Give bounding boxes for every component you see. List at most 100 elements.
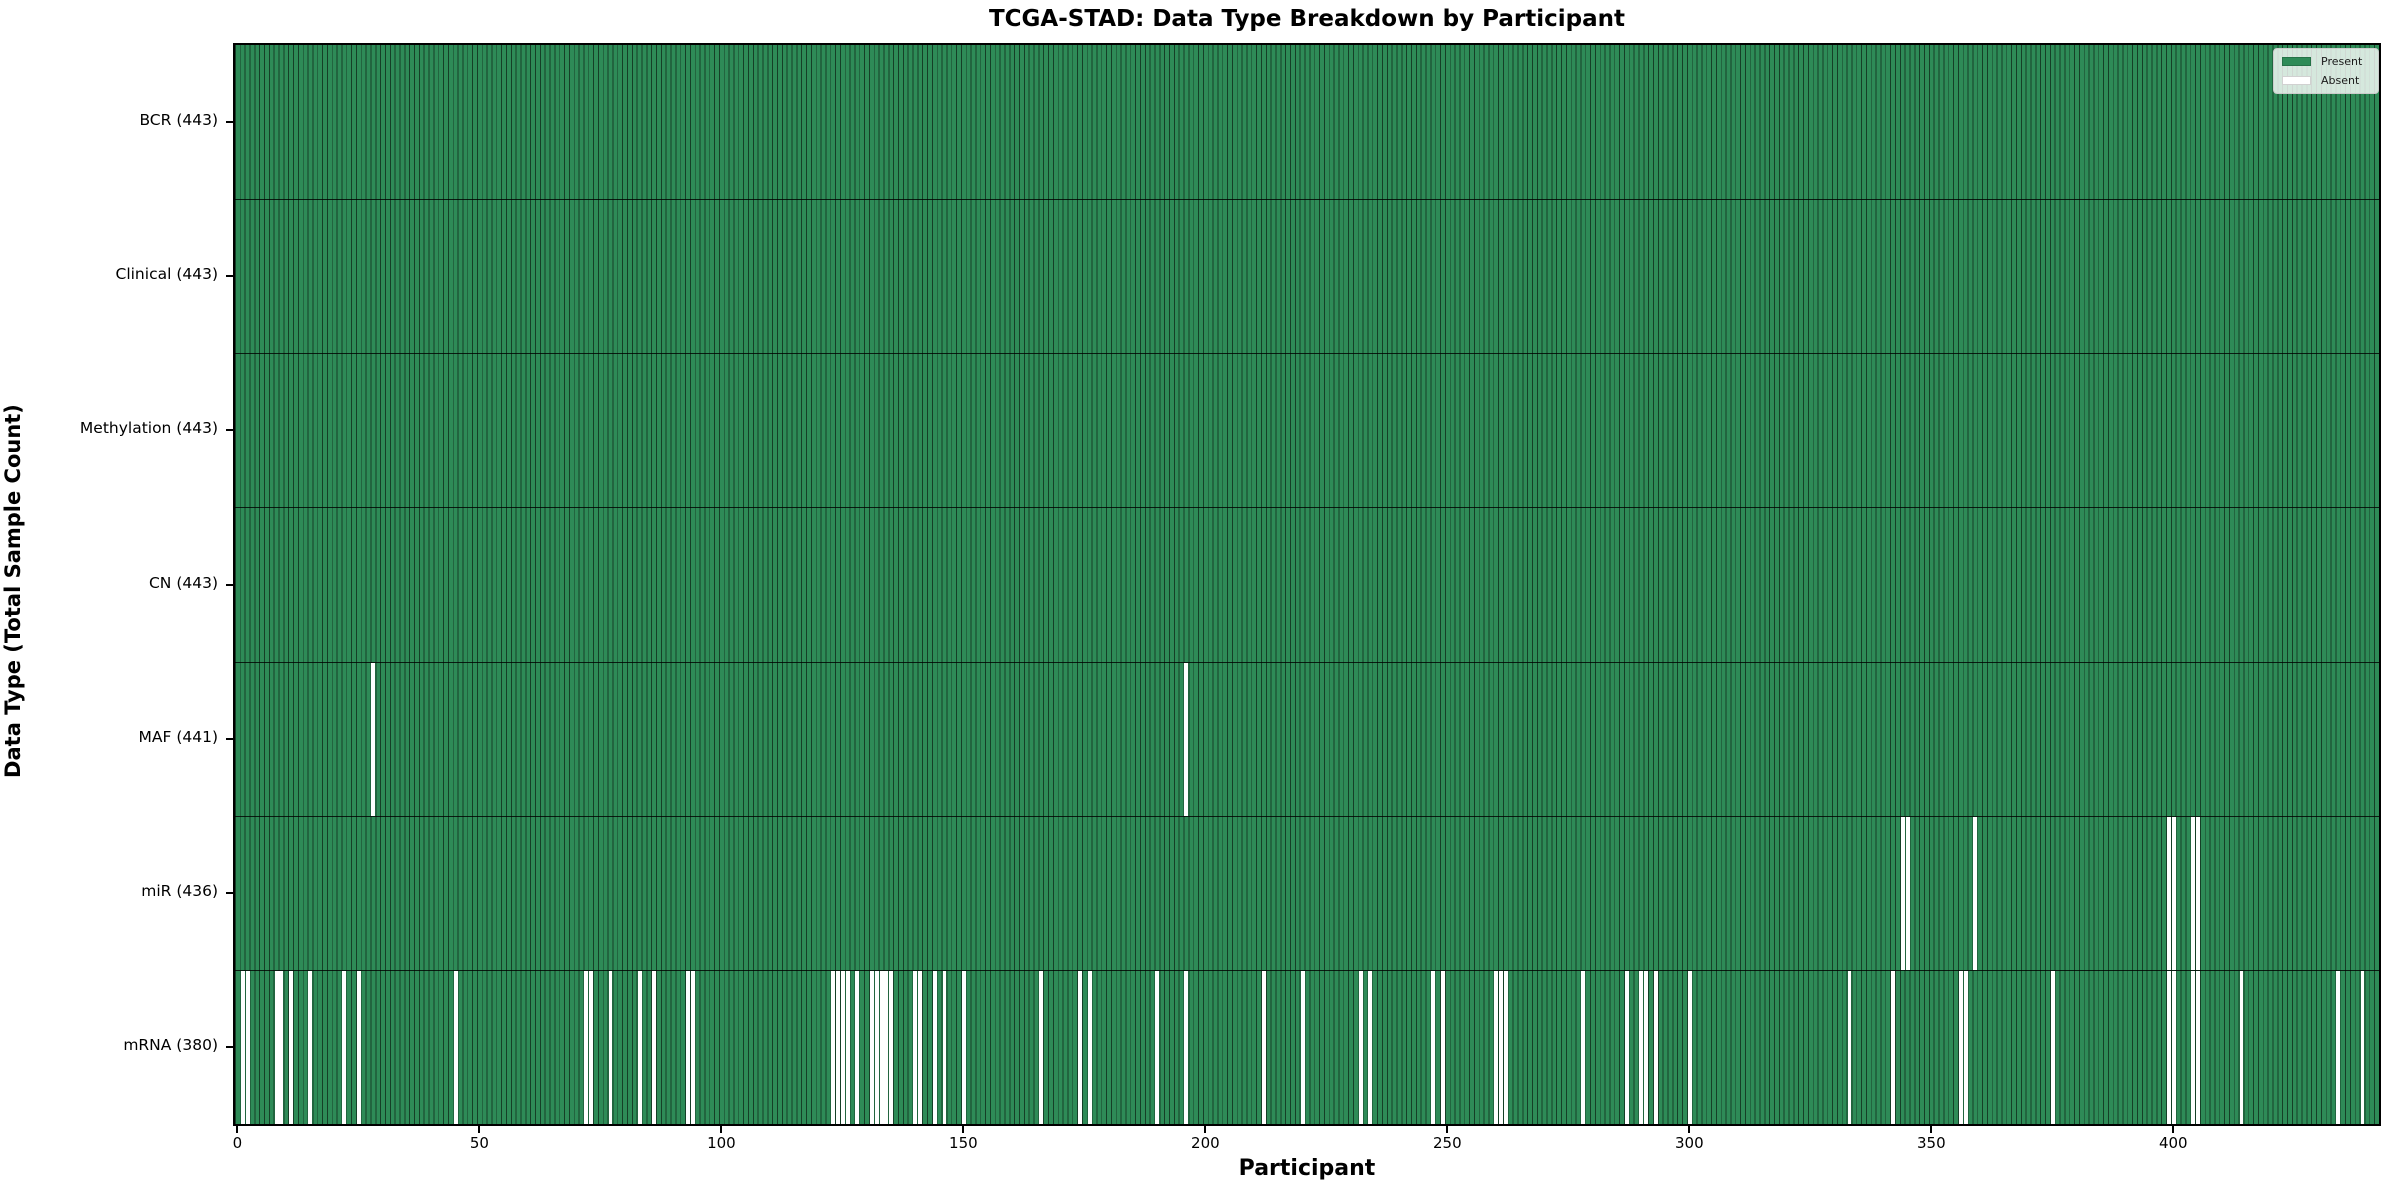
y-tick-mark: [226, 891, 233, 894]
absent-stripe: [652, 970, 657, 1124]
absent-stripe: [2166, 970, 2171, 1124]
y-tick-mark: [226, 275, 233, 278]
x-tick-mark: [1446, 1126, 1449, 1133]
absent-stripe: [1184, 662, 1189, 816]
absent-stripe: [1078, 970, 1082, 1124]
absent-stripe: [831, 970, 836, 1124]
absent-stripe: [1494, 970, 1499, 1124]
absent-stripe: [1847, 970, 1852, 1124]
absent-stripe: [584, 970, 589, 1124]
y-tick-mark: [226, 583, 233, 586]
absent-stripe: [1581, 970, 1586, 1124]
absent-stripe: [342, 970, 347, 1124]
absent-stripe: [942, 970, 947, 1124]
absent-stripe: [913, 970, 918, 1124]
absent-stripe: [608, 970, 613, 1124]
absent-stripe: [918, 970, 923, 1124]
absent-stripe: [356, 970, 361, 1124]
absent-stripe: [2360, 970, 2365, 1124]
absent-stripe: [961, 970, 966, 1124]
absent-stripe: [1905, 816, 1910, 970]
y-tick-label-maf: MAF (441): [138, 727, 219, 746]
absent-stripe: [1431, 970, 1436, 1124]
absent-stripe: [845, 970, 850, 1124]
absent-stripe: [371, 662, 376, 816]
x-tick-label-300: 300: [1675, 1134, 1704, 1152]
absent-stripe: [836, 970, 840, 1124]
absent-stripe: [690, 970, 695, 1124]
row-clinical: [235, 199, 2379, 354]
absent-stripe: [1039, 970, 1044, 1124]
legend: Present Absent: [2273, 48, 2379, 94]
absent-stripe: [1653, 970, 1658, 1124]
absent-stripe: [1958, 970, 1963, 1124]
absent-stripe: [1963, 970, 1968, 1124]
x-tick-label-200: 200: [1191, 1134, 1220, 1152]
x-tick-mark: [478, 1126, 481, 1133]
absent-stripe: [840, 970, 845, 1124]
absent-stripe: [1900, 816, 1905, 970]
absent-stripe: [1358, 970, 1363, 1124]
absent-stripe: [2050, 970, 2055, 1124]
x-tick-label-150: 150: [949, 1134, 978, 1152]
y-tick-label-clinical: Clinical (443): [115, 265, 219, 284]
x-tick-mark: [236, 1126, 239, 1133]
absent-stripe: [1503, 970, 1508, 1124]
absent-stripe: [240, 970, 245, 1124]
absent-stripe: [2191, 816, 2196, 970]
absent-stripe: [2191, 970, 2196, 1124]
absent-stripe: [685, 970, 690, 1124]
absent-stripe: [1184, 970, 1189, 1124]
absent-stripe: [932, 970, 937, 1124]
y-tick-label-cn: CN (443): [148, 573, 218, 592]
legend-item-absent: Absent: [2282, 74, 2370, 87]
y-tick-label-mrna: mRNA (380): [123, 1035, 218, 1054]
absent-stripe: [855, 970, 860, 1124]
x-tick-label-100: 100: [707, 1134, 736, 1152]
y-tick-mark: [226, 429, 233, 432]
absent-stripe: [308, 970, 313, 1124]
row-methylation: [235, 353, 2379, 508]
row-mir: [235, 815, 2379, 970]
absent-stripe: [1639, 970, 1644, 1124]
absent-stripe: [1087, 970, 1092, 1124]
absent-stripe: [637, 970, 642, 1124]
absent-stripe: [1261, 970, 1266, 1124]
absent-stripe: [2336, 970, 2341, 1124]
x-tick-mark: [1930, 1126, 1933, 1133]
absent-stripe: [2171, 970, 2176, 1124]
row-mrna: [235, 969, 2379, 1124]
row-bcr: [235, 45, 2379, 200]
x-axis-label: Participant: [1238, 1156, 1376, 1181]
y-tick-label-methylation: Methylation (443): [79, 419, 218, 438]
absent-stripe: [1499, 970, 1503, 1124]
x-tick-mark: [720, 1126, 723, 1133]
absent-stripe: [2195, 970, 2200, 1124]
chart-title: TCGA-STAD: Data Type Breakdown by Partic…: [988, 6, 1625, 32]
x-tick-label-250: 250: [1433, 1134, 1462, 1152]
y-tick-label-bcr: BCR (443): [139, 111, 218, 130]
absent-stripe: [2171, 816, 2176, 970]
y-tick-label-mir: miR (436): [141, 881, 218, 900]
absent-stripe: [1368, 970, 1373, 1124]
absent-stripe: [1155, 970, 1160, 1124]
absent-stripe: [2166, 816, 2171, 970]
absent-stripe: [889, 970, 894, 1124]
absent-stripe: [589, 970, 594, 1124]
absent-stripe: [1973, 816, 1978, 970]
absent-stripe: [879, 970, 884, 1124]
legend-item-present: Present: [2282, 55, 2370, 68]
y-tick-mark: [226, 737, 233, 740]
absent-stripe: [1891, 970, 1896, 1124]
absent-stripe: [2195, 816, 2200, 970]
x-tick-label-0: 0: [232, 1134, 243, 1152]
absent-stripe: [453, 970, 458, 1124]
absent-stripe: [874, 970, 879, 1124]
absent-stripe: [1644, 970, 1649, 1124]
x-tick-mark: [1204, 1126, 1207, 1133]
y-tick-mark: [226, 121, 233, 124]
absent-stripe: [1440, 970, 1445, 1124]
x-tick-label-400: 400: [2158, 1134, 2188, 1152]
absent-stripe: [869, 970, 874, 1124]
